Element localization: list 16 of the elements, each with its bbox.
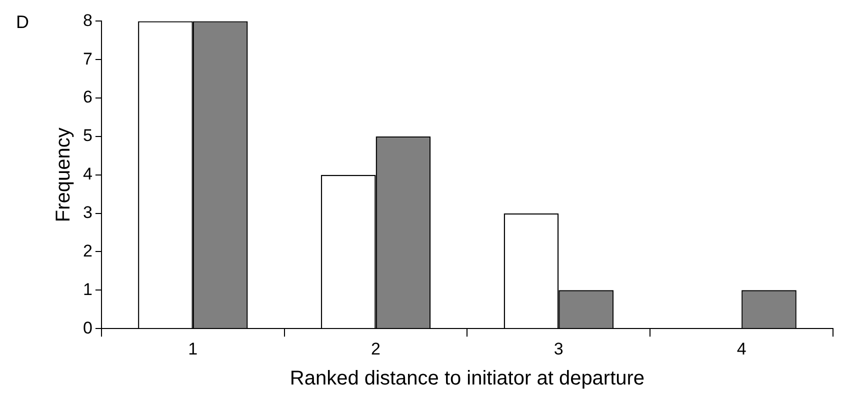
x-axis-title: Ranked distance to initiator at departure: [290, 368, 645, 390]
text: D: [16, 12, 29, 32]
y-tick-label: 4: [82, 164, 92, 184]
x-tick-label: 2: [371, 339, 381, 358]
x-tick-label: 4: [736, 339, 746, 358]
x-tick-label: 1: [188, 339, 198, 358]
y-tick-label: 7: [82, 49, 92, 68]
y-tick-label: 3: [82, 203, 92, 222]
y-tick-label: 2: [82, 241, 92, 260]
x-tick-label: 3: [554, 339, 564, 358]
y-tick-label: 6: [82, 88, 92, 107]
y-tick-label: 1: [82, 280, 92, 299]
y-axis-title: Frequency: [52, 128, 75, 222]
y-tick-label: 8: [82, 10, 92, 30]
y-tick-label: 5: [82, 126, 92, 146]
y-tick-label: 0: [82, 318, 92, 338]
